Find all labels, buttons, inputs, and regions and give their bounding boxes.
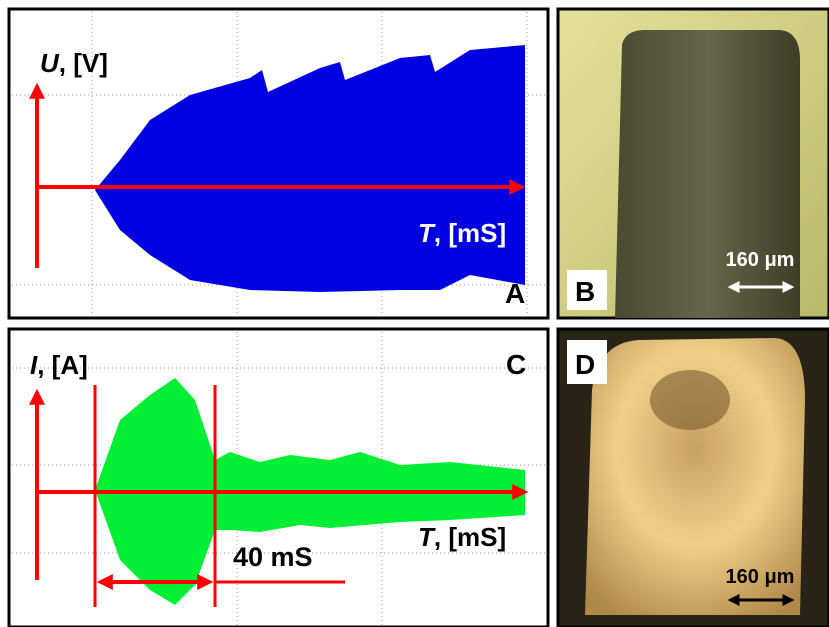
- voltage-waveform: [95, 45, 525, 292]
- y-axis-label: U, [V]: [40, 48, 108, 78]
- duration-label: 40 mS: [233, 542, 313, 572]
- label-box: [567, 340, 607, 384]
- scale-label: 160 μm: [726, 249, 795, 271]
- panel-c: I, [A] T, [mS] 40 mS C: [7, 327, 550, 627]
- scale-label: 160 μm: [726, 566, 795, 588]
- x-axis-label: T, [mS]: [418, 522, 506, 552]
- panel-label: B: [575, 276, 595, 307]
- x-axis-label: T, [mS]: [418, 218, 506, 248]
- panel-label: D: [575, 349, 595, 380]
- panel-label: A: [505, 278, 525, 309]
- panel-label: C: [506, 349, 526, 380]
- sample-photo: [615, 30, 800, 318]
- y-axis-label: I, [A]: [30, 350, 88, 380]
- label-box: [567, 270, 607, 310]
- sample-photo: [585, 338, 805, 615]
- panel-a: U, [V] T, [mS] A: [7, 7, 550, 320]
- panel-d: D 160 μm: [556, 327, 829, 627]
- panel-b: B 160 μm: [556, 7, 829, 320]
